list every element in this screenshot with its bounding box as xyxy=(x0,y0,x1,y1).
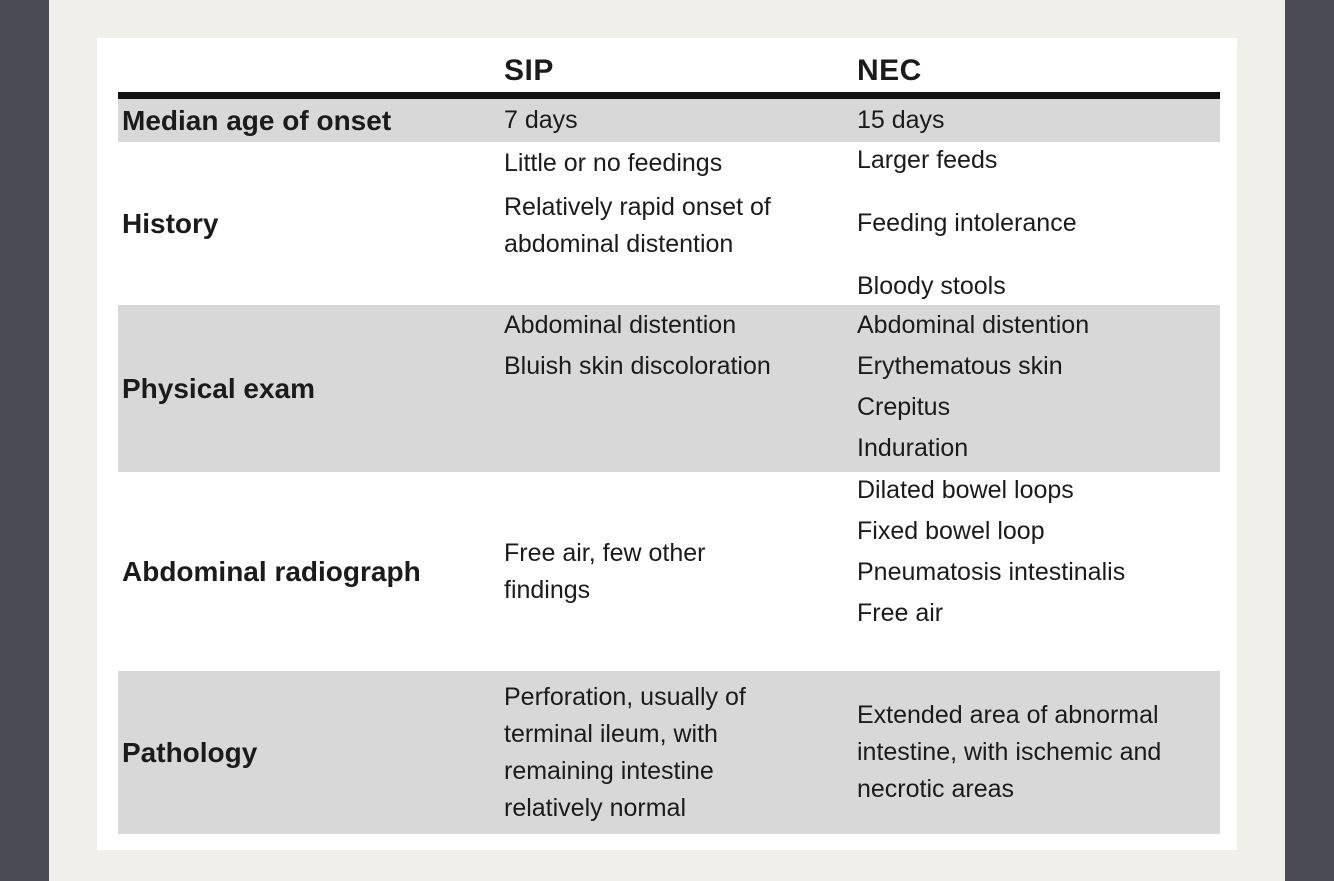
sip-cell: Free air, few other findings xyxy=(496,472,849,671)
nec-cell: Abdominal distention Erythematous skin Cre… xyxy=(849,305,1220,472)
left-edge-bar xyxy=(0,0,49,881)
table-row: Physical exam Abdominal distention Bluish … xyxy=(118,305,1220,472)
table-panel: SIP NEC Median age of onset 7 days 15 days… xyxy=(97,38,1237,850)
nec-cell: 15 days xyxy=(849,99,1220,142)
cell-text: Bluish skin discoloration xyxy=(504,352,771,380)
cell-text: Crepitus xyxy=(857,393,951,421)
sip-cell: 7 days xyxy=(496,99,849,142)
cell-text: Dilated bowel loops xyxy=(857,476,1074,504)
table-row: Median age of onset 7 days 15 days xyxy=(118,99,1220,142)
header-nec: NEC xyxy=(857,54,922,87)
comparison-table: SIP NEC Median age of onset 7 days 15 days… xyxy=(118,38,1220,834)
cell-text: Free air xyxy=(857,599,944,627)
row-label-cell: Abdominal radiograph xyxy=(118,472,496,671)
sip-cell: Perforation, usually of terminal ileum, … xyxy=(496,671,849,834)
table-header-row: SIP NEC xyxy=(118,38,1220,99)
cell-text: 7 days xyxy=(504,106,578,134)
cell-text: Abdominal distention xyxy=(504,311,737,339)
table-body: Median age of onset 7 days 15 days History L… xyxy=(118,99,1220,834)
nec-cell: Extended area of abnormal intestine, wit… xyxy=(849,671,1220,834)
sip-cell: Abdominal distention Bluish skin discolor… xyxy=(496,305,849,472)
row-label-cell: History xyxy=(118,142,496,305)
cell-text: Erythematous skin xyxy=(857,352,1063,380)
row-label-text: History xyxy=(122,207,219,239)
cell-text: Feeding intolerance xyxy=(857,209,1077,237)
header-empty xyxy=(118,90,496,92)
table-row: Pathology Perforation, usually of termina… xyxy=(118,671,1220,834)
row-label-cell: Median age of onset xyxy=(118,99,496,142)
cell-text: Induration xyxy=(857,434,969,462)
cell-text: Fixed bowel loop xyxy=(857,517,1045,545)
cell-text: Little or no feedings xyxy=(504,149,723,177)
table-row: Abdominal radiograph Free air, few other … xyxy=(118,472,1220,671)
cell-text: Extended area of abnormal intestine, wit… xyxy=(857,701,1162,803)
cell-text: Pneumatosis intestinalis xyxy=(857,558,1126,586)
row-label-cell: Pathology xyxy=(118,671,496,834)
row-label-text: Median age of onset xyxy=(122,104,392,136)
right-edge-bar xyxy=(1285,0,1334,881)
row-label-text: Abdominal radiograph xyxy=(122,555,421,587)
nec-cell: Larger feeds Feeding intolerance Bloody st… xyxy=(849,142,1220,305)
row-label-text: Pathology xyxy=(122,736,258,768)
cell-text: Larger feeds xyxy=(857,146,998,174)
cell-text: 15 days xyxy=(857,106,945,134)
header-sip: SIP xyxy=(504,54,554,87)
nec-cell: Dilated bowel loops Fixed bowel loop Pneum… xyxy=(849,472,1220,671)
sip-cell: Little or no feedings Relatively rapid on… xyxy=(496,142,849,305)
row-label-text: Physical exam xyxy=(122,372,316,404)
cell-text: Abdominal distention xyxy=(857,311,1090,339)
cell-text: Free air, few other findings xyxy=(504,538,706,604)
cell-text: Relatively rapid onset of abdominal dist… xyxy=(504,193,771,258)
cell-text: Bloody stools xyxy=(857,272,1006,300)
table-row: History Little or no feedings Relatively r… xyxy=(118,142,1220,305)
cell-text: Perforation, usually of terminal ileum, … xyxy=(504,682,746,822)
row-label-cell: Physical exam xyxy=(118,305,496,472)
